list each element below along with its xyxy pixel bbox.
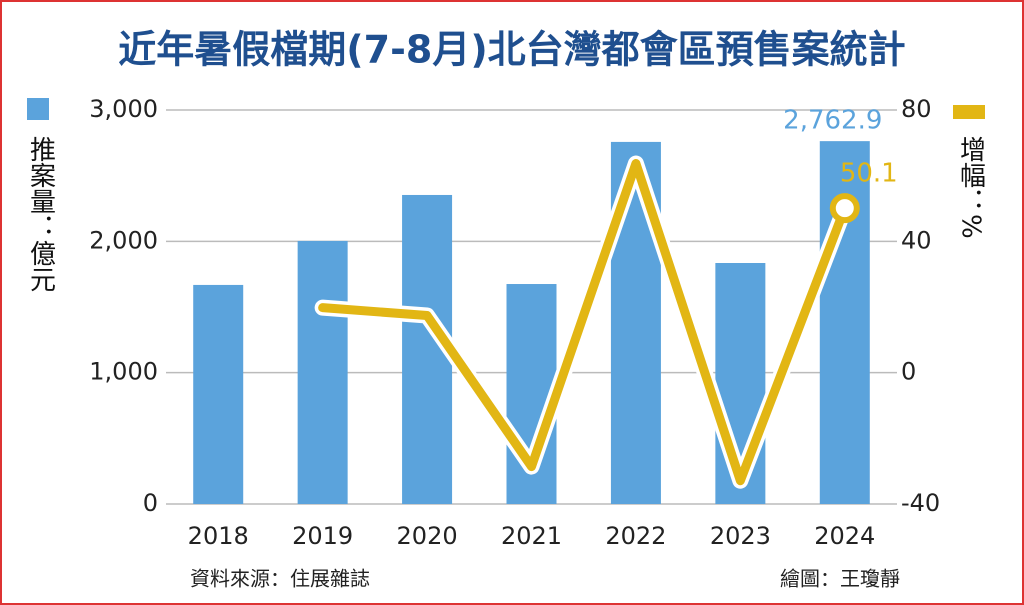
line <box>318 159 850 486</box>
x-tick-label: 2018 <box>188 522 249 550</box>
x-tick-label: 2019 <box>292 522 353 550</box>
y2-tick-label: 40 <box>901 226 932 254</box>
x-tick-label: 2023 <box>710 522 771 550</box>
legend-swatch <box>953 105 985 119</box>
line-marker <box>829 193 860 224</box>
y-tick-label: 1,000 <box>89 358 158 386</box>
legend-label: 推案量：億元 <box>26 136 56 292</box>
legend-swatch <box>27 98 49 120</box>
chart-title: 近年暑假檔期(7-8月)北台灣都會區預售案統計 <box>118 28 905 72</box>
x-tick-label: 2021 <box>501 522 562 550</box>
source: 資料來源：住展雜誌 <box>190 567 370 591</box>
y-tick-label: 2,000 <box>89 226 158 254</box>
x-tick-label: 2022 <box>605 522 666 550</box>
y2-tick-label: 80 <box>901 95 932 123</box>
y2-tick-label: 0 <box>901 358 916 386</box>
x-tick-label: 2020 <box>397 522 458 550</box>
legend-label: 增幅：% <box>956 136 986 239</box>
bar <box>193 284 244 504</box>
credit: 繪圖：王瓊靜 <box>780 567 900 591</box>
y-tick-label: 0 <box>143 489 158 517</box>
value-label: 50.1 <box>840 159 898 189</box>
value-label: 2,762.9 <box>783 106 882 136</box>
bar <box>297 240 348 504</box>
y2-tick-label: -40 <box>901 489 940 517</box>
x-tick-label: 2024 <box>814 522 875 550</box>
y-tick-label: 3,000 <box>89 95 158 123</box>
